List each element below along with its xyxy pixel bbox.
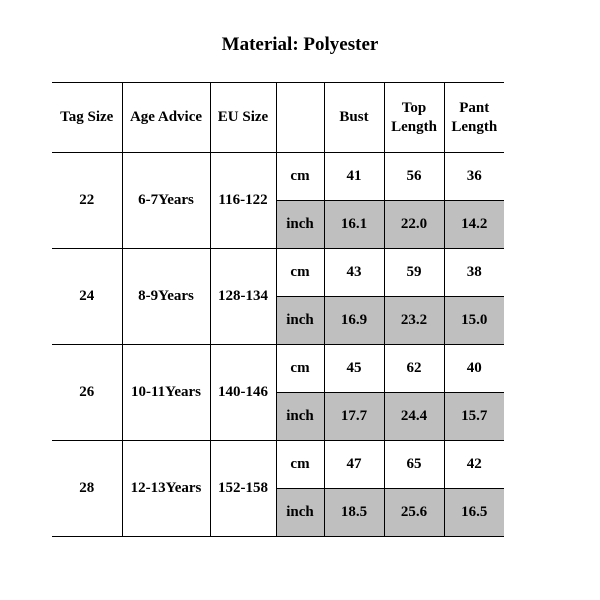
cell-tag: 22	[52, 153, 122, 249]
cell-bust-cm: 41	[324, 153, 384, 201]
cell-eu: 116-122	[210, 153, 276, 249]
table-header-row: Tag Size Age Advice EU Size Bust Top Len…	[52, 83, 504, 153]
cell-top-inch: 22.0	[384, 201, 444, 249]
cell-pant-inch: 15.0	[444, 297, 504, 345]
col-tag-size: Tag Size	[52, 83, 122, 153]
cell-top-inch: 25.6	[384, 489, 444, 537]
cell-bust-inch: 18.5	[324, 489, 384, 537]
cell-top-cm: 62	[384, 345, 444, 393]
table-row: 26 10-11Years 140-146 cm 45 62 40	[52, 345, 504, 393]
cell-unit-cm: cm	[276, 441, 324, 489]
cell-unit-inch: inch	[276, 201, 324, 249]
cell-pant-inch: 14.2	[444, 201, 504, 249]
cell-pant-cm: 38	[444, 249, 504, 297]
cell-pant-cm: 36	[444, 153, 504, 201]
size-table-wrap: Tag Size Age Advice EU Size Bust Top Len…	[52, 82, 504, 537]
col-age-advice: Age Advice	[122, 83, 210, 153]
cell-age: 12-13Years	[122, 441, 210, 537]
cell-top-inch: 23.2	[384, 297, 444, 345]
cell-tag: 26	[52, 345, 122, 441]
table-row: 22 6-7Years 116-122 cm 41 56 36	[52, 153, 504, 201]
col-pant-length: Pant Length	[444, 83, 504, 153]
cell-tag: 24	[52, 249, 122, 345]
cell-pant-inch: 16.5	[444, 489, 504, 537]
cell-top-cm: 59	[384, 249, 444, 297]
cell-bust-cm: 43	[324, 249, 384, 297]
cell-bust-cm: 47	[324, 441, 384, 489]
col-bust: Bust	[324, 83, 384, 153]
cell-age: 10-11Years	[122, 345, 210, 441]
table-row: 28 12-13Years 152-158 cm 47 65 42	[52, 441, 504, 489]
cell-top-inch: 24.4	[384, 393, 444, 441]
col-top-length: Top Length	[384, 83, 444, 153]
cell-pant-cm: 40	[444, 345, 504, 393]
cell-bust-inch: 16.1	[324, 201, 384, 249]
cell-eu: 140-146	[210, 345, 276, 441]
cell-top-cm: 56	[384, 153, 444, 201]
cell-age: 6-7Years	[122, 153, 210, 249]
cell-top-cm: 65	[384, 441, 444, 489]
cell-unit-cm: cm	[276, 345, 324, 393]
cell-eu: 128-134	[210, 249, 276, 345]
cell-pant-inch: 15.7	[444, 393, 504, 441]
cell-bust-inch: 17.7	[324, 393, 384, 441]
table-row: 24 8-9Years 128-134 cm 43 59 38	[52, 249, 504, 297]
col-eu-size: EU Size	[210, 83, 276, 153]
cell-eu: 152-158	[210, 441, 276, 537]
cell-unit-inch: inch	[276, 489, 324, 537]
cell-bust-inch: 16.9	[324, 297, 384, 345]
size-table: Tag Size Age Advice EU Size Bust Top Len…	[52, 82, 504, 537]
table-body: 22 6-7Years 116-122 cm 41 56 36 inch 16.…	[52, 153, 504, 537]
cell-unit-cm: cm	[276, 249, 324, 297]
cell-pant-cm: 42	[444, 441, 504, 489]
page-title: Material: Polyester	[0, 0, 600, 82]
cell-age: 8-9Years	[122, 249, 210, 345]
cell-unit-inch: inch	[276, 297, 324, 345]
page: Material: Polyester Tag Size Age Advice …	[0, 0, 600, 600]
cell-bust-cm: 45	[324, 345, 384, 393]
cell-unit-inch: inch	[276, 393, 324, 441]
cell-unit-cm: cm	[276, 153, 324, 201]
col-unit	[276, 83, 324, 153]
cell-tag: 28	[52, 441, 122, 537]
